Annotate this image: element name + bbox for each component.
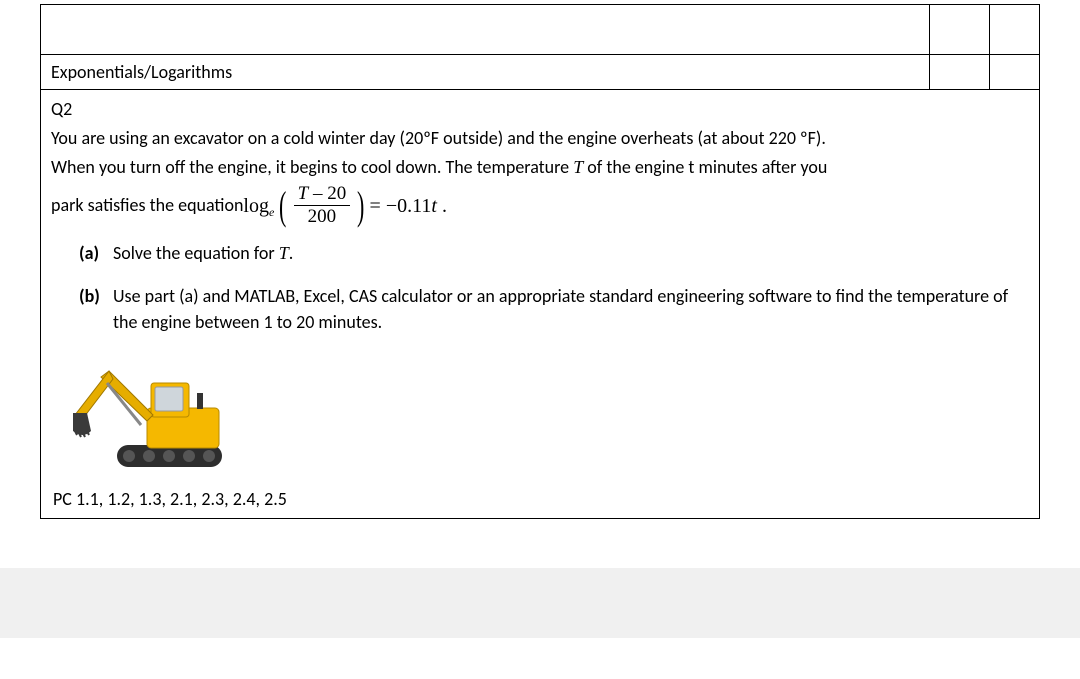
eq-num-rest: – 20 <box>308 183 346 204</box>
empty-cell-left <box>41 5 930 55</box>
question-label: Q2 <box>51 98 1029 120</box>
part-a: (a) Solve the equation for T. <box>79 241 1029 266</box>
part-a-t1: Solve the equation for <box>113 242 279 264</box>
part-a-t2: . <box>289 242 294 264</box>
excavator-image <box>69 353 1029 478</box>
rparen-icon: ) <box>356 194 366 218</box>
eq-period: . <box>437 195 447 217</box>
intro2-b: of the engine t minutes after you <box>583 156 827 178</box>
var-T: T <box>573 157 583 177</box>
eq-fraction: T – 20 200 <box>294 184 351 227</box>
part-a-text: Solve the equation for T. <box>113 241 1029 266</box>
part-a-T: T <box>279 243 289 263</box>
part-b-text: Use part (a) and MATLAB, Excel, CAS calc… <box>113 284 1029 334</box>
worksheet-table: Exponentials/Logarithms Q2 You are using… <box>40 4 1040 519</box>
eq-rhs: = −0.11t . <box>370 192 447 220</box>
lparen-icon: ( <box>278 194 288 218</box>
problem-line-2: When you turn off the engine, it begins … <box>51 155 1029 180</box>
header-cell-right <box>990 55 1040 90</box>
footer-pc-codes: PC 1.1, 1.2, 1.3, 2.1, 2.3, 2.4, 2.5 <box>53 488 1029 510</box>
eq-num-T: T <box>298 183 309 204</box>
eq-log-base: e <box>269 205 274 219</box>
empty-cell-mid <box>930 5 990 55</box>
intro2-a: When you turn off the engine, it begins … <box>51 156 573 178</box>
empty-cell-right <box>990 5 1040 55</box>
parts-list: (a) Solve the equation for T. (b) Use pa… <box>79 241 1029 335</box>
question-cell: Q2 You are using an excavator on a cold … <box>41 90 1040 519</box>
part-a-label: (a) <box>79 241 113 266</box>
bottom-gray-band <box>0 568 1080 638</box>
equation-line: park satisfies the equation loge ( T – 2… <box>51 184 1029 227</box>
header-cell-mid <box>930 55 990 90</box>
eq-den: 200 <box>304 206 341 227</box>
eq-rhs-val: −0.11 <box>386 195 432 217</box>
part-b-label: (b) <box>79 284 113 334</box>
problem-line-1: You are using an excavator on a cold win… <box>51 126 1029 151</box>
eq-lead: park satisfies the equation <box>51 193 243 218</box>
excavator-icon <box>69 353 239 473</box>
part-b: (b) Use part (a) and MATLAB, Excel, CAS … <box>79 284 1029 334</box>
eq-num: T – 20 <box>294 184 351 206</box>
section-header-cell: Exponentials/Logarithms <box>41 55 930 90</box>
eq-log: loge <box>243 192 274 220</box>
eq-log-text: log <box>243 195 269 217</box>
section-header: Exponentials/Logarithms <box>51 61 232 83</box>
